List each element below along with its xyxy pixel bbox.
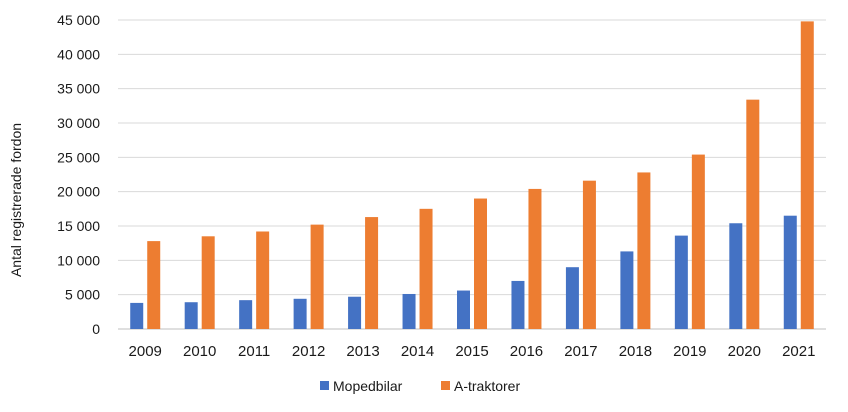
x-tick-labels: 2009 2010 2011 2012 2013 2014 2015 2016 2017 2018…: [129, 343, 816, 360]
bar-mopedbilar-2021: [783, 215, 797, 329]
x-tick-label: 2014: [401, 343, 434, 360]
legend-swatch-0: [320, 381, 329, 390]
legend: Mopedbilar A-traktorer: [320, 378, 520, 394]
x-tick-label: 2016: [510, 343, 543, 360]
y-tick-label: 35 000: [57, 81, 100, 97]
bar-a-traktorer-2018: [637, 172, 651, 329]
bar-a-traktorer-2012: [310, 224, 324, 329]
x-tick-label: 2019: [673, 343, 706, 360]
y-tick-label: 25 000: [57, 149, 100, 165]
bar-a-traktorer-2020: [746, 99, 760, 329]
x-tick-label: 2009: [129, 343, 162, 360]
x-tick-label: 2018: [619, 343, 652, 360]
y-axis-label: Antal registrerade fordon: [8, 123, 24, 277]
bar-mopedbilar-2020: [729, 223, 743, 329]
x-tick-label: 2012: [292, 343, 325, 360]
bar-mopedbilar-2013: [348, 296, 362, 329]
y-tick-label: 0: [92, 321, 100, 337]
y-tick-label: 15 000: [57, 218, 100, 234]
bar-mopedbilar-2016: [511, 280, 525, 329]
bar-mopedbilar-2010: [184, 302, 198, 329]
bar-mopedbilar-2018: [620, 251, 634, 329]
bar-a-traktorer-2019: [691, 154, 705, 329]
bar-mopedbilar-2011: [239, 300, 253, 329]
y-tick-labels: 0 5 000 10 000 15 000 20 000 25 000 30 000 35 0…: [57, 12, 100, 337]
bar-a-traktorer-2016: [528, 188, 542, 329]
bar-a-traktorer-2013: [365, 217, 379, 329]
bar-a-traktorer-2014: [419, 208, 433, 329]
bar-a-traktorer-2009: [147, 241, 161, 329]
bar-a-traktorer-2017: [582, 180, 596, 329]
bar-a-traktorer-2011: [256, 231, 270, 329]
bar-a-traktorer-2021: [800, 21, 814, 330]
bars: [130, 21, 814, 330]
x-tick-label: 2011: [238, 343, 270, 360]
x-tick-label: 2010: [183, 343, 216, 360]
y-tick-label: 30 000: [57, 115, 100, 131]
bar-a-traktorer-2015: [474, 198, 487, 329]
x-tick-label: 2020: [728, 343, 761, 360]
x-tick-label: 2013: [346, 343, 379, 360]
legend-label: A-traktorer: [454, 378, 520, 394]
bar-mopedbilar-2015: [457, 290, 470, 329]
bar-mopedbilar-2019: [674, 235, 688, 329]
bar-mopedbilar-2012: [293, 298, 307, 329]
y-tick-label: 20 000: [57, 184, 100, 200]
y-tick-label: 10 000: [57, 252, 100, 268]
x-tick-label: 2017: [564, 343, 597, 360]
x-tick-label: 2015: [455, 343, 488, 360]
bar-mopedbilar-2017: [565, 267, 579, 329]
legend-label: Mopedbilar: [333, 378, 403, 394]
bar-mopedbilar-2009: [130, 302, 144, 329]
y-tick-label: 45 000: [57, 12, 100, 28]
gridlines: [118, 19, 826, 330]
x-tick-label: 2021: [782, 343, 815, 360]
y-tick-label: 5 000: [65, 287, 100, 303]
bar-mopedbilar-2014: [402, 293, 416, 329]
legend-swatch-1: [441, 381, 450, 390]
bar-a-traktorer-2010: [201, 236, 215, 329]
y-tick-label: 40 000: [57, 46, 100, 62]
